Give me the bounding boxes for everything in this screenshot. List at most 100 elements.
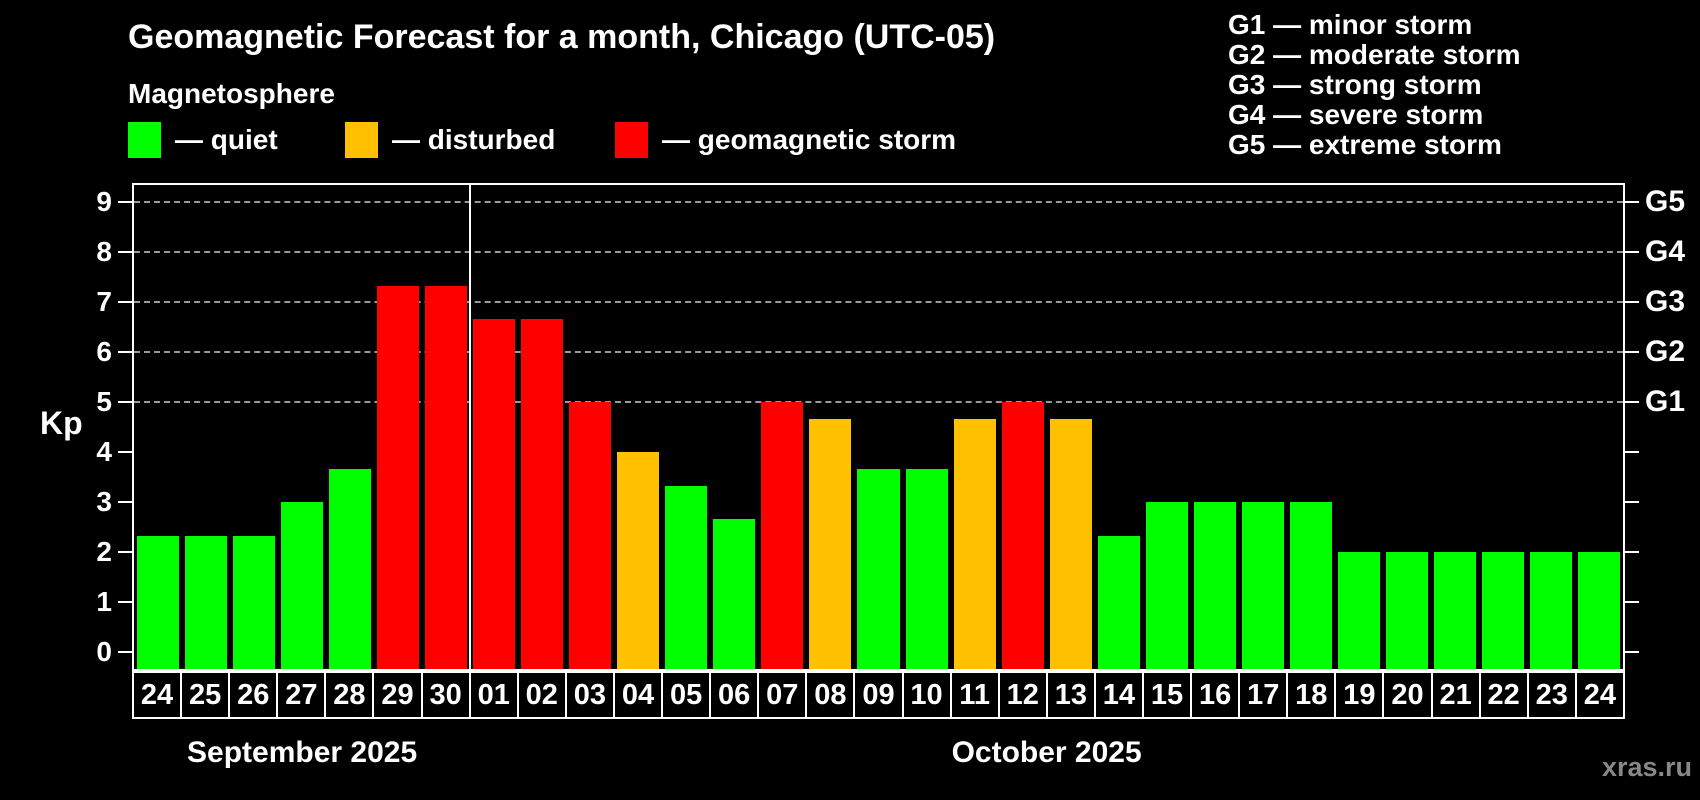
g-scale-legend-line: G1 — minor storm (1228, 9, 1473, 40)
legend-label-storm: — geomagnetic storm (662, 124, 957, 155)
legend-item-quiet: — quiet (128, 121, 278, 159)
day-label: 24 (1574, 671, 1625, 719)
kp-bar-day-06 (713, 518, 756, 669)
y-axis-tick-left (118, 401, 132, 403)
kp-bar-day-01 (473, 318, 516, 669)
chart-subtitle: Magnetosphere (128, 78, 335, 109)
day-label: 13 (1045, 671, 1096, 719)
grid-line-kp9 (134, 201, 1623, 203)
y-axis-tick-right (1625, 401, 1639, 403)
kp-bar-day-08 (809, 418, 852, 669)
kp-bar-day-10 (905, 468, 948, 669)
y-axis-tick-left (118, 651, 132, 653)
day-label: 09 (853, 671, 904, 719)
kp-bar-day-02 (521, 318, 564, 669)
y-axis-tick-right (1625, 251, 1639, 253)
day-label: 17 (1238, 671, 1289, 719)
g-scale-legend: G1 — minor storm G2 — moderate storm G3 — … (1228, 10, 1521, 160)
y-axis-tick-label: 3 (96, 486, 112, 517)
kp-bar-day-17 (1241, 502, 1284, 669)
right-axis-g-label: G5 (1645, 185, 1686, 218)
kp-bar-day-09 (857, 468, 900, 669)
y-axis-tick-left (118, 301, 132, 303)
day-label: 30 (420, 671, 471, 719)
right-axis-g-label: G2 (1645, 335, 1686, 368)
y-axis-tick-right (1625, 351, 1639, 353)
y-axis-tick-label: 7 (96, 286, 112, 317)
day-label: 26 (228, 671, 279, 719)
storm-color-swatch (615, 122, 648, 158)
day-label: 16 (1190, 671, 1241, 719)
y-axis-tick-right (1625, 201, 1639, 203)
kp-bar-day-24 (137, 535, 180, 669)
day-label: 12 (997, 671, 1048, 719)
kp-bar-day-18 (1289, 502, 1332, 669)
day-label: 07 (757, 671, 808, 719)
grid-line-kp7 (134, 301, 1623, 303)
g-scale-legend-line: G2 — moderate storm (1228, 39, 1521, 70)
grid-line-kp8 (134, 251, 1623, 253)
kp-bar-day-03 (569, 402, 612, 669)
y-axis-tick-label: 0 (96, 636, 112, 667)
kp-bar-day-26 (233, 535, 276, 669)
kp-bar-day-24 (1577, 552, 1620, 669)
legend-item-storm: — geomagnetic storm (615, 121, 956, 159)
disturbed-color-swatch (345, 122, 378, 158)
y-axis-tick-label: 6 (96, 336, 112, 367)
day-label: 02 (516, 671, 567, 719)
y-axis-tick-label: 2 (96, 536, 112, 567)
y-axis-tick-right (1625, 501, 1639, 503)
day-label: 14 (1093, 671, 1144, 719)
kp-bar-day-19 (1337, 552, 1380, 669)
y-axis-tick-left (118, 601, 132, 603)
day-label: 29 (372, 671, 423, 719)
kp-bar-day-04 (617, 452, 660, 669)
kp-bar-day-14 (1097, 535, 1140, 669)
kp-bar-day-22 (1481, 552, 1524, 669)
y-axis-tick-left (118, 351, 132, 353)
y-axis-tick-left (118, 451, 132, 453)
kp-bar-day-29 (377, 285, 420, 669)
right-axis-g-label: G4 (1645, 235, 1686, 268)
day-label: 01 (468, 671, 519, 719)
day-axis: 24 25 26 27 28 29 30 01 02 03 04 05 06 07 08 09 10 11 12 13… (132, 671, 1625, 719)
y-axis-tick-right (1625, 551, 1639, 553)
quiet-color-swatch (128, 122, 161, 158)
g-scale-legend-line: G3 — strong storm (1228, 69, 1482, 100)
y-axis-tick-label: 9 (96, 186, 112, 217)
kp-bar-day-27 (281, 502, 324, 669)
y-axis-tick-left (118, 201, 132, 203)
day-label: 19 (1334, 671, 1385, 719)
page-title: Geomagnetic Forecast for a month, Chicag… (128, 18, 996, 56)
day-label: 23 (1526, 671, 1577, 719)
right-axis-g-label: G1 (1645, 385, 1686, 418)
month-label: September 2025 (187, 736, 418, 769)
kp-bar-day-13 (1049, 418, 1092, 669)
day-label: 21 (1430, 671, 1481, 719)
y-axis-tick-label: 5 (96, 386, 112, 417)
kp-bar-day-23 (1529, 552, 1572, 669)
legend-item-disturbed: — disturbed (345, 121, 555, 159)
day-label: 27 (276, 671, 327, 719)
day-label: 06 (709, 671, 760, 719)
kp-bar-day-21 (1433, 552, 1476, 669)
y-axis-tick-right (1625, 301, 1639, 303)
plot-area (132, 183, 1625, 671)
legend-label-quiet: — quiet (175, 124, 278, 155)
y-axis-tick-right (1625, 451, 1639, 453)
kp-bar-day-12 (1001, 402, 1044, 669)
day-label: 25 (180, 671, 231, 719)
y-axis-tick-left (118, 551, 132, 553)
day-label: 03 (564, 671, 615, 719)
kp-bar-day-05 (665, 485, 708, 669)
right-axis-g-label: G3 (1645, 285, 1686, 318)
g-scale-legend-line: G4 — severe storm (1228, 99, 1484, 130)
y-axis-tick-right (1625, 601, 1639, 603)
day-label: 28 (324, 671, 375, 719)
day-label: 15 (1141, 671, 1193, 719)
day-label: 20 (1382, 671, 1433, 719)
day-label: 22 (1478, 671, 1529, 719)
y-axis-tick-label: 4 (96, 436, 112, 467)
kp-axis-label: Kp (40, 405, 83, 441)
